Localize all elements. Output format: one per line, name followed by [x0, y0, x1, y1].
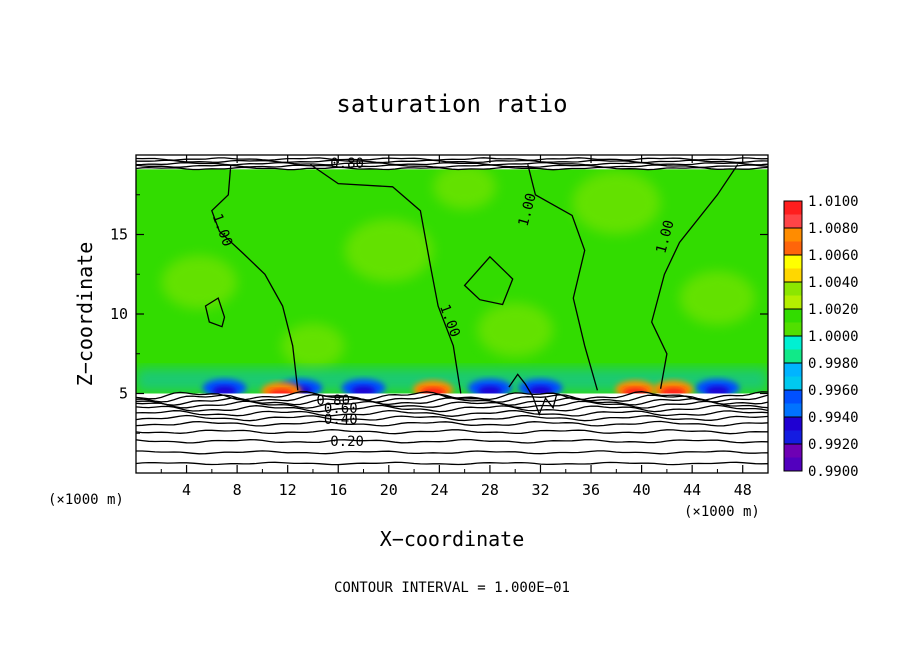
- colorbar-tick-label: 1.0080: [808, 221, 859, 237]
- colorbar-segment-blend: [784, 214, 802, 228]
- contour-label: 0.20: [330, 434, 364, 450]
- contour-line-upper: [136, 157, 768, 161]
- contour-wiggle: [508, 373, 558, 417]
- colorbar-tick-label: 1.0020: [808, 302, 859, 318]
- contour-line-lower: [136, 438, 768, 444]
- y-tick-label: 10: [110, 305, 128, 323]
- low-anomaly-core: [705, 385, 730, 396]
- contour-line-1.00: [527, 164, 599, 391]
- colorbar-tick-label: 1.0040: [808, 275, 859, 291]
- contour-label: 0.60: [324, 401, 358, 417]
- contour-line-1.00: [651, 164, 739, 389]
- x-tick-label: 4: [182, 481, 191, 499]
- contour-line-lower: [136, 414, 768, 422]
- colorbar-tick-label: 1.0100: [808, 194, 859, 210]
- field-texture: [344, 218, 433, 282]
- colorbar-tick-label: 0.9920: [808, 437, 859, 453]
- x-unit-right: (×1000 m): [684, 504, 760, 520]
- colorbar-segment: [784, 390, 802, 417]
- lower-subsaturated-region: [136, 393, 768, 473]
- colorbar: 0.9900 0.9920 0.9940 0.9960 0.9980 1.0000 1.00…: [783, 194, 859, 480]
- colorbar-tick-label: 1.0000: [808, 329, 859, 345]
- x-tick-label: 44: [683, 481, 701, 499]
- contour-line-upper: [136, 159, 768, 164]
- y-tick-label: 15: [110, 226, 128, 244]
- plot-area: [136, 155, 768, 473]
- contour-line-1.00: [310, 163, 462, 394]
- contour-line-upper: [136, 164, 768, 168]
- colorbar-segment: [784, 417, 802, 444]
- colorbar-segment-blend: [784, 376, 802, 390]
- x-tick-label: 40: [633, 481, 651, 499]
- contour-label: 0.40: [324, 412, 358, 428]
- colorbar-segment: [784, 228, 802, 255]
- field-texture: [433, 164, 497, 210]
- contour-line-lower: [136, 409, 768, 417]
- colorbar-tick-label: 1.0060: [808, 248, 859, 264]
- x-axis-ticks: 4 8 12 16 20 24 28 32 36 40 44 48: [160, 155, 752, 499]
- x-tick-label: 28: [481, 481, 499, 499]
- x-tick-label: 12: [279, 481, 297, 499]
- contour-line-lower: [136, 450, 768, 455]
- contour-label: 0.80: [316, 393, 350, 409]
- contour-interval-note: CONTOUR INTERVAL = 1.000E−01: [334, 580, 570, 596]
- x-tick-label: 24: [430, 481, 448, 499]
- colorbar-segment-blend: [784, 349, 802, 363]
- field-texture: [161, 255, 237, 310]
- contour-loop: [204, 297, 226, 328]
- contour-line-lower: [136, 400, 768, 409]
- low-anomaly-core: [477, 385, 502, 396]
- colorbar-segment: [784, 255, 802, 282]
- x-tick-label: 16: [329, 481, 347, 499]
- x-tick-label: 32: [531, 481, 549, 499]
- contour-line-lower: [136, 404, 768, 413]
- colorbar-segment: [784, 201, 802, 228]
- colorbar-tick-label: 0.9960: [808, 383, 859, 399]
- colorbar-segment-blend: [784, 457, 802, 471]
- colorbar-tick-label: 0.9900: [808, 464, 859, 480]
- colorbar-segment-blend: [784, 295, 802, 309]
- x-tick-label: 48: [734, 481, 752, 499]
- contour-line-upper: [136, 166, 768, 171]
- colorbar-segment-blend: [784, 241, 802, 255]
- y-axis-ticks: 5 10 15: [110, 194, 768, 434]
- colorbar-segment: [784, 309, 802, 336]
- contour-line-upper: [136, 161, 768, 166]
- y-axis-title: Z−coordinate: [73, 242, 97, 387]
- field-texture: [281, 323, 345, 369]
- x-tick-label: 20: [380, 481, 398, 499]
- x-tick-label: 36: [582, 481, 600, 499]
- chart-title: saturation ratio: [336, 90, 567, 118]
- colorbar-segment: [784, 444, 802, 471]
- contour-line-1.00: [211, 164, 299, 391]
- colorbar-segment-blend: [784, 430, 802, 444]
- colorbar-segment-blend: [784, 268, 802, 282]
- contour-line-lower: [136, 429, 768, 435]
- colorbar-tick-label: 0.9940: [808, 410, 859, 426]
- field-texture: [572, 171, 661, 235]
- x-axis-title: X−coordinate: [380, 527, 525, 551]
- contour-line-lower: [136, 461, 768, 466]
- x-unit-left: (×1000 m): [48, 492, 124, 508]
- colorbar-segment: [784, 282, 802, 309]
- field-texture: [477, 302, 553, 357]
- field-texture: [679, 271, 756, 326]
- x-tick-label: 8: [233, 481, 242, 499]
- contour-label: 0.80: [330, 156, 364, 172]
- colorbar-tick-label: 0.9980: [808, 356, 859, 372]
- colorbar-segment: [784, 336, 802, 363]
- colorbar-segment-blend: [784, 403, 802, 417]
- y-tick-label: 5: [119, 385, 128, 403]
- colorbar-segment: [784, 363, 802, 390]
- contour-loop: [463, 255, 514, 306]
- low-anomaly-core: [351, 385, 376, 396]
- contour-line-lower: [136, 420, 768, 427]
- colorbar-segment-blend: [784, 322, 802, 336]
- contour-lines: [136, 157, 768, 466]
- contour-line-lower: [136, 391, 768, 401]
